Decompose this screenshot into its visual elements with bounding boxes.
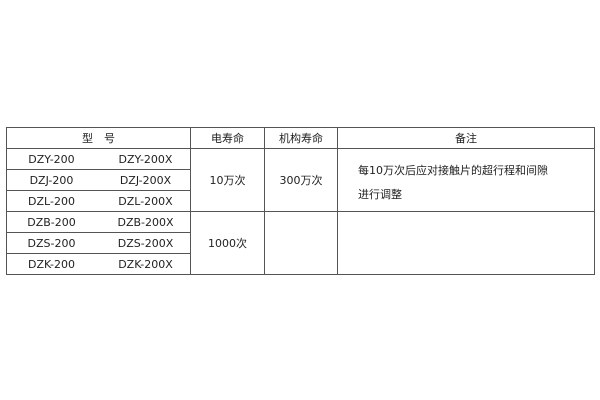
model-b: DZS-200X	[117, 236, 174, 250]
model-a: DZB-200	[27, 215, 76, 229]
model-a: DZK-200	[27, 257, 76, 271]
model-b: DZY-200X	[118, 152, 173, 166]
remark-line: 进行调整	[358, 188, 402, 201]
model-cell: DZJ-200 DZJ-200X	[6, 169, 191, 191]
header-electric-life: 电寿命	[190, 127, 265, 149]
model-b: DZB-200X	[117, 215, 174, 229]
header-model: 型 号	[6, 127, 191, 149]
remark-cell	[337, 211, 595, 275]
model-a: DZJ-200	[29, 173, 74, 187]
mechanical-life-cell	[264, 211, 338, 275]
remark-line: 每10万次后应对接触片的超行程和间隙	[358, 164, 548, 177]
model-cell: DZS-200 DZS-200X	[6, 232, 191, 254]
model-a: DZS-200	[27, 236, 76, 250]
model-cell: DZL-200 DZL-200X	[6, 190, 191, 212]
spec-table: 型 号 电寿命 机构寿命 备注 DZY-200 DZY-200X 10万次 300…	[6, 127, 595, 275]
model-cell: DZK-200 DZK-200X	[6, 253, 191, 275]
mechanical-life-cell: 300万次	[264, 148, 338, 212]
model-b: DZK-200X	[118, 257, 173, 271]
header-mechanical-life: 机构寿命	[264, 127, 338, 149]
model-cell: DZB-200 DZB-200X	[6, 211, 191, 233]
model-b: DZL-200X	[118, 194, 173, 208]
table-row: DZB-200 DZB-200X 1000次	[6, 211, 595, 275]
electric-life-cell: 10万次	[190, 148, 265, 212]
model-a: DZL-200	[28, 194, 75, 208]
table-row: DZL-200 DZL-200X	[6, 190, 595, 212]
remark-cell: 每10万次后应对接触片的超行程和间隙 进行调整	[337, 148, 595, 212]
model-b: DZJ-200X	[119, 173, 172, 187]
header-remark: 备注	[337, 127, 595, 149]
electric-life-cell: 1000次	[190, 211, 265, 275]
model-cell: DZY-200 DZY-200X	[6, 148, 191, 170]
table-row: DZY-200 DZY-200X 10万次 300万次 每10万次后应对接触片的超…	[6, 148, 595, 212]
header-row: 型 号 电寿命 机构寿命 备注	[6, 127, 595, 149]
model-a: DZY-200	[28, 152, 75, 166]
table-row: DZK-200 DZK-200X	[6, 253, 595, 275]
